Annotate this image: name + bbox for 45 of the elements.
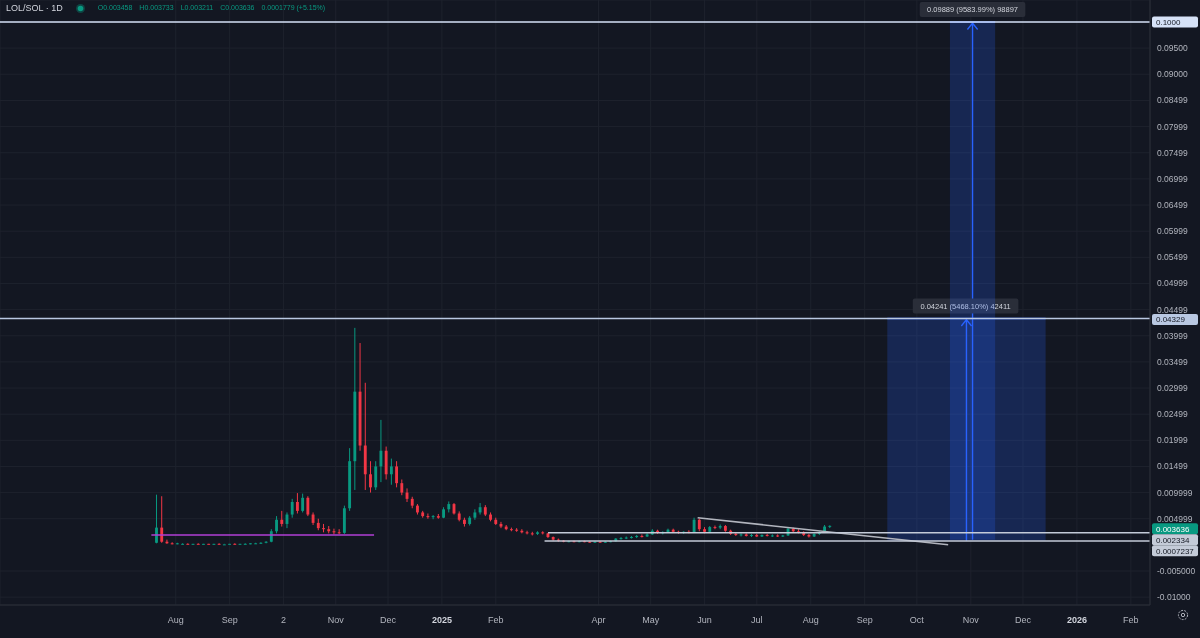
- y-tick-label: 0.02999: [1157, 383, 1188, 394]
- x-tick-label: Aug: [167, 615, 184, 625]
- y-tick-label: 0.01999: [1157, 435, 1188, 446]
- y-tick-label: 0.06999: [1157, 173, 1188, 184]
- y-tick-label: 0.04499: [1157, 304, 1188, 315]
- x-tick-label: May: [642, 615, 660, 625]
- ref-line-label: 0.04329: [1156, 315, 1186, 325]
- x-tick-label: Feb: [488, 615, 504, 625]
- y-tick-label: 0.05499: [1157, 252, 1188, 263]
- chart-title: LOL/SOL · 1D: [6, 2, 63, 15]
- y-tick-label: 0.01499: [1157, 461, 1188, 472]
- x-tick-label: Nov: [327, 615, 345, 625]
- ref-line-label: 0.1000: [1156, 17, 1182, 27]
- x-tick-label: Dec: [1014, 615, 1032, 625]
- x-tick-label: Nov: [962, 615, 980, 625]
- x-tick-label: 2025: [431, 615, 452, 625]
- x-tick-label: Jul: [751, 615, 763, 625]
- x-tick-label: Sep: [856, 615, 873, 625]
- text: 0.003636: [1156, 524, 1190, 534]
- y-tick-label: 0.06499: [1157, 200, 1188, 211]
- series-label: 0.002334: [1156, 535, 1190, 545]
- x-tick-label: Jun: [697, 615, 712, 625]
- x-tick-label: Aug: [802, 615, 819, 625]
- x-tick-label: Dec: [379, 615, 397, 625]
- series-label: 0.0007237: [1156, 546, 1195, 556]
- y-tick-label: 0.04999: [1157, 278, 1188, 289]
- y-tick-label: 0.07499: [1157, 147, 1188, 158]
- y-tick-label: 0.09500: [1157, 43, 1188, 54]
- y-tick-label: 0.03499: [1157, 356, 1188, 367]
- x-tick-label: 2026: [1066, 615, 1087, 625]
- x-tick-label: Oct: [909, 615, 925, 625]
- y-tick-label: 0.05999: [1157, 226, 1188, 237]
- y-tick-label: 0.009999: [1157, 487, 1193, 498]
- y-tick-label: 0.004999: [1157, 513, 1193, 524]
- x-tick-label: Sep: [221, 615, 238, 625]
- x-tick-label: Apr: [591, 615, 606, 625]
- y-tick-label: 0.03999: [1157, 330, 1188, 341]
- y-tick-label: -0.01000: [1157, 592, 1191, 603]
- y-tick-label: 0.02499: [1157, 409, 1188, 420]
- x-tick-label: 2: [281, 615, 287, 625]
- y-tick-label: -0.005000: [1157, 565, 1196, 576]
- x-tick-label: Feb: [1123, 615, 1139, 625]
- y-tick-label: 0.09000: [1157, 69, 1188, 80]
- y-tick-label: 0.07999: [1157, 121, 1188, 132]
- y-tick-label: 0.08499: [1157, 95, 1188, 106]
